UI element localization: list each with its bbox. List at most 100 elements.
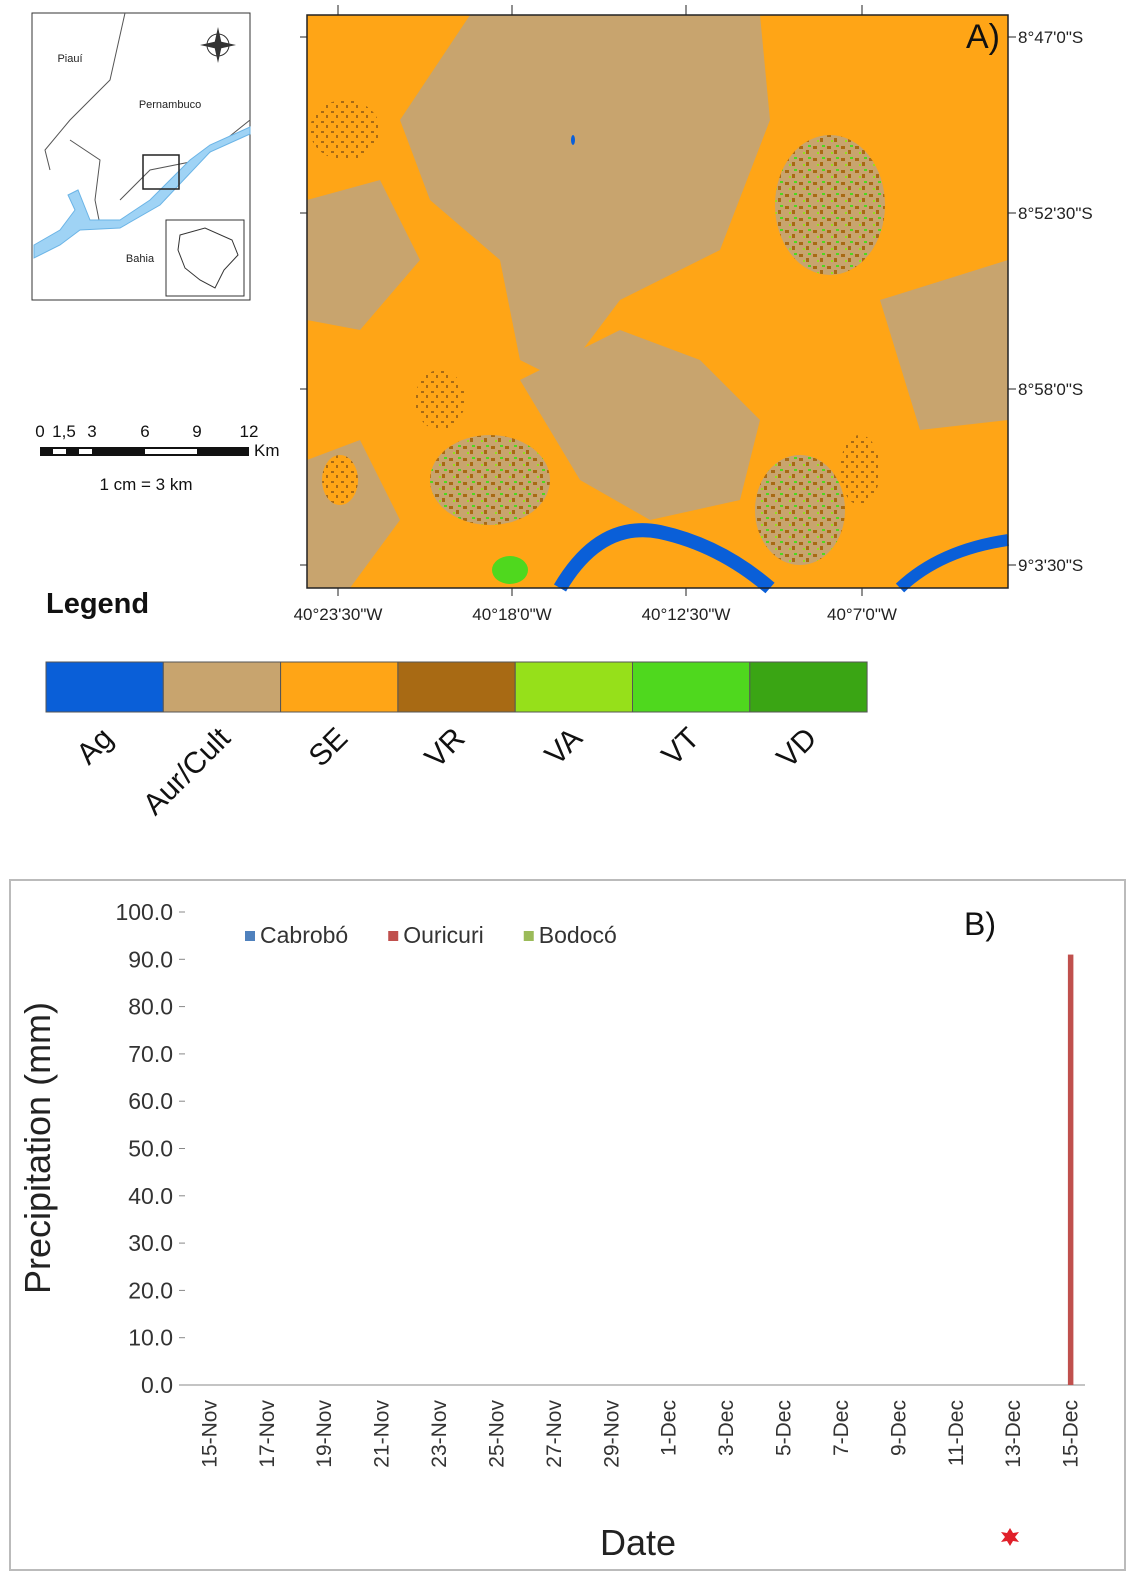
x-tick-label: 5-Dec — [773, 1400, 796, 1456]
scale-labels: 0 1,5 3 6 9 12 — [35, 422, 258, 441]
land-cover-area — [880, 260, 1008, 430]
legend-swatch — [245, 931, 255, 941]
y-tick-label: 40.0 — [128, 1183, 173, 1209]
x-tick-label: 9-Dec — [887, 1400, 910, 1456]
lon-label: 40°7'0"W — [827, 605, 897, 624]
lat-label: 9°3'30"S — [1018, 556, 1083, 575]
river-inset — [33, 126, 251, 259]
legend-swatch — [45, 661, 164, 713]
water-body — [571, 135, 575, 145]
x-tick-label: 7-Dec — [830, 1400, 853, 1456]
vegetation-patch — [755, 455, 845, 565]
chart: 0.0 10.0 20.0 30.0 40.0 50.0 60.0 70.0 80.0 90.0 1… — [115, 899, 1085, 1468]
map-panel: A) 8°47'0"S 8°52'30"S 8°58'0"S 9°3'30"S 40°2… — [294, 5, 1093, 624]
map-frame — [306, 14, 1009, 589]
scale-segment — [145, 449, 197, 454]
legend-label: Bodocó — [539, 922, 617, 948]
x-tick-label: 15-Nov — [198, 1400, 221, 1468]
lon-label: 40°23'30"W — [294, 605, 383, 624]
bar — [1067, 954, 1074, 1385]
lat-label: 8°47'0"S — [1018, 28, 1083, 47]
inset-label: Pernambuco — [139, 99, 201, 111]
x-tick-label: 17-Nov — [256, 1400, 279, 1468]
legend-label: Ouricuri — [403, 922, 484, 948]
y-tick-label: 80.0 — [128, 994, 173, 1020]
legend-label: Cabrobó — [260, 922, 348, 948]
river — [895, 534, 1009, 593]
legend-label: VA — [539, 722, 589, 772]
y-tick-label: 70.0 — [128, 1041, 173, 1067]
legend-label: Aur/Cult — [137, 721, 237, 821]
panel-label: A) — [966, 18, 1000, 56]
x-tick-label: 15-Dec — [1060, 1400, 1083, 1468]
y-tick-label: 90.0 — [128, 946, 173, 972]
x-tick-label: 23-Nov — [428, 1400, 451, 1468]
region-outline — [177, 227, 239, 289]
panel-label: B) — [964, 906, 996, 942]
x-axis-title: Date — [600, 1522, 676, 1563]
lon-label: 40°12'30"W — [642, 605, 731, 624]
y-tick-label: 10.0 — [128, 1325, 173, 1351]
y-tick-label: 30.0 — [128, 1230, 173, 1256]
vegetation-patch — [775, 135, 885, 275]
legend-swatch — [632, 661, 751, 713]
scale-segment — [40, 447, 249, 456]
x-tick-label: 25-Nov — [485, 1400, 508, 1468]
scale-segment — [53, 449, 66, 454]
land-cover-area — [400, 15, 770, 380]
river — [553, 523, 775, 594]
vegetation-patch — [415, 370, 465, 430]
legend-label: VT — [656, 722, 706, 772]
x-tick-label: 27-Nov — [543, 1400, 566, 1468]
chart-frame — [9, 879, 1126, 1571]
inset-map: Piauí Pernambuco Bahia — [31, 12, 251, 301]
map-legend: Ag Aur/Cult SE VR VA VT VD — [45, 661, 868, 822]
scale-bar: 0 1,5 3 6 9 12 Km 1 cm = 3 km — [35, 422, 279, 494]
land-cover-area — [307, 180, 420, 330]
x-tick-label: 13-Dec — [1002, 1400, 1025, 1468]
x-tick-label: 19-Nov — [313, 1400, 336, 1468]
vegetation-patch — [492, 556, 528, 584]
scale-note: 1 cm = 3 km — [99, 475, 192, 494]
vegetation-patch — [840, 435, 880, 505]
x-tick-label: 29-Nov — [600, 1400, 623, 1468]
lat-label: 8°52'30"S — [1018, 204, 1093, 223]
legend-swatch — [162, 661, 282, 713]
event-marker — [1001, 1528, 1019, 1546]
scale-label: 3 — [87, 422, 96, 441]
lon-label: 40°18'0"W — [472, 605, 551, 624]
y-tick-label: 60.0 — [128, 1088, 173, 1114]
north-arrow — [200, 27, 236, 63]
legend-title: Legend — [46, 588, 149, 620]
legend-swatch — [749, 661, 868, 713]
legend-swatch — [280, 661, 399, 713]
x-tick-label: 21-Nov — [371, 1400, 394, 1468]
legend-swatch — [388, 931, 399, 941]
legend-label: Ag — [70, 722, 119, 771]
vegetation-patch — [322, 455, 358, 505]
scale-label: 12 — [240, 422, 259, 441]
scale-label: 1,5 — [52, 422, 76, 441]
y-tick-label: 0.0 — [141, 1372, 173, 1398]
legend-swatch — [523, 931, 534, 941]
map-grid-labels: 8°47'0"S 8°52'30"S 8°58'0"S 9°3'30"S 40°23'3… — [294, 5, 1093, 624]
y-axis-title: Precipitation (mm) — [17, 1002, 58, 1294]
scale-label: 9 — [192, 422, 201, 441]
scale-segment — [79, 449, 92, 454]
legend-label: VR — [419, 722, 472, 775]
x-tick-label: 11-Dec — [945, 1400, 968, 1466]
scale-label: 0 — [35, 422, 44, 441]
land-cover-area — [520, 330, 760, 520]
vegetation-patch — [310, 100, 380, 160]
legend-swatch — [514, 661, 634, 713]
y-tick-label: 50.0 — [128, 1136, 173, 1162]
inset-label: Piauí — [57, 53, 82, 65]
legend-label: VD — [771, 722, 824, 775]
legend-swatch — [397, 661, 516, 713]
x-tick-label: 1-Dec — [658, 1400, 681, 1456]
legend-label: SE — [303, 722, 355, 774]
y-tick-label: 100.0 — [115, 899, 173, 925]
inset-label: Bahia — [126, 253, 155, 265]
